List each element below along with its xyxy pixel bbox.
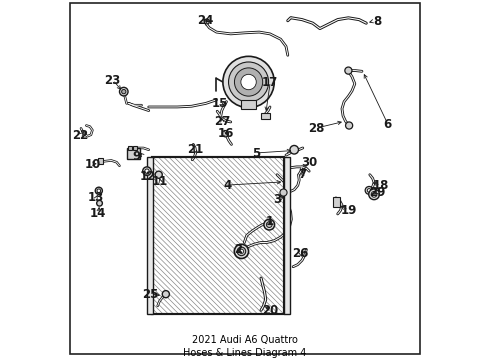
Bar: [152, 157, 284, 314]
Circle shape: [234, 244, 248, 258]
Circle shape: [241, 74, 256, 90]
Text: 12: 12: [140, 170, 156, 183]
Circle shape: [264, 219, 274, 230]
Text: 7: 7: [298, 168, 306, 181]
Text: 5: 5: [251, 147, 260, 160]
Text: 6: 6: [384, 118, 392, 131]
Bar: [261, 113, 270, 119]
Text: 9: 9: [132, 150, 140, 163]
Circle shape: [143, 167, 151, 175]
Text: 2021 Audi A6 Quattro
Hoses & Lines Diagram 4: 2021 Audi A6 Quattro Hoses & Lines Diagr…: [183, 336, 307, 358]
Text: 21: 21: [187, 143, 203, 156]
Circle shape: [237, 247, 245, 256]
Circle shape: [120, 87, 128, 96]
Circle shape: [234, 68, 263, 96]
Text: 24: 24: [197, 14, 214, 27]
Bar: [133, 146, 137, 150]
Text: 22: 22: [72, 129, 88, 142]
Bar: [98, 158, 103, 164]
Text: 10: 10: [84, 158, 100, 171]
Circle shape: [290, 145, 298, 154]
Circle shape: [204, 19, 209, 24]
Circle shape: [223, 56, 274, 108]
Circle shape: [280, 189, 287, 196]
Circle shape: [145, 169, 149, 173]
Text: 2: 2: [234, 243, 242, 256]
Circle shape: [368, 189, 371, 192]
Circle shape: [122, 90, 126, 94]
Circle shape: [365, 186, 373, 194]
Circle shape: [239, 249, 244, 253]
Bar: [241, 100, 256, 109]
Circle shape: [345, 67, 352, 74]
Text: 28: 28: [308, 122, 324, 135]
Text: 25: 25: [142, 288, 159, 301]
Circle shape: [155, 171, 162, 178]
Circle shape: [371, 192, 377, 197]
Circle shape: [97, 189, 100, 193]
Circle shape: [228, 62, 269, 102]
Text: 16: 16: [217, 127, 234, 140]
Text: 20: 20: [262, 304, 278, 317]
Text: 3: 3: [273, 193, 281, 206]
Text: 23: 23: [104, 74, 121, 87]
Bar: [128, 146, 132, 150]
Bar: [126, 148, 140, 159]
Bar: [152, 157, 284, 314]
Text: 19: 19: [340, 204, 357, 217]
Circle shape: [345, 122, 353, 129]
Text: 30: 30: [301, 156, 318, 169]
Text: 11: 11: [152, 175, 168, 188]
Bar: [147, 157, 153, 314]
Circle shape: [95, 187, 102, 194]
Circle shape: [267, 222, 272, 228]
Circle shape: [222, 131, 229, 137]
Circle shape: [97, 201, 102, 206]
Text: 4: 4: [223, 179, 231, 192]
Text: 8: 8: [373, 15, 381, 28]
Circle shape: [162, 291, 170, 298]
Text: 18: 18: [372, 179, 389, 192]
Text: 26: 26: [292, 247, 308, 260]
Bar: [284, 157, 290, 314]
Text: 13: 13: [88, 192, 104, 204]
Text: 17: 17: [262, 76, 278, 89]
Text: 15: 15: [212, 97, 228, 110]
Text: 29: 29: [369, 186, 385, 199]
Circle shape: [369, 189, 379, 200]
Text: 14: 14: [90, 207, 106, 220]
Text: 27: 27: [214, 115, 230, 128]
Text: 1: 1: [266, 215, 274, 228]
Bar: [333, 197, 340, 207]
